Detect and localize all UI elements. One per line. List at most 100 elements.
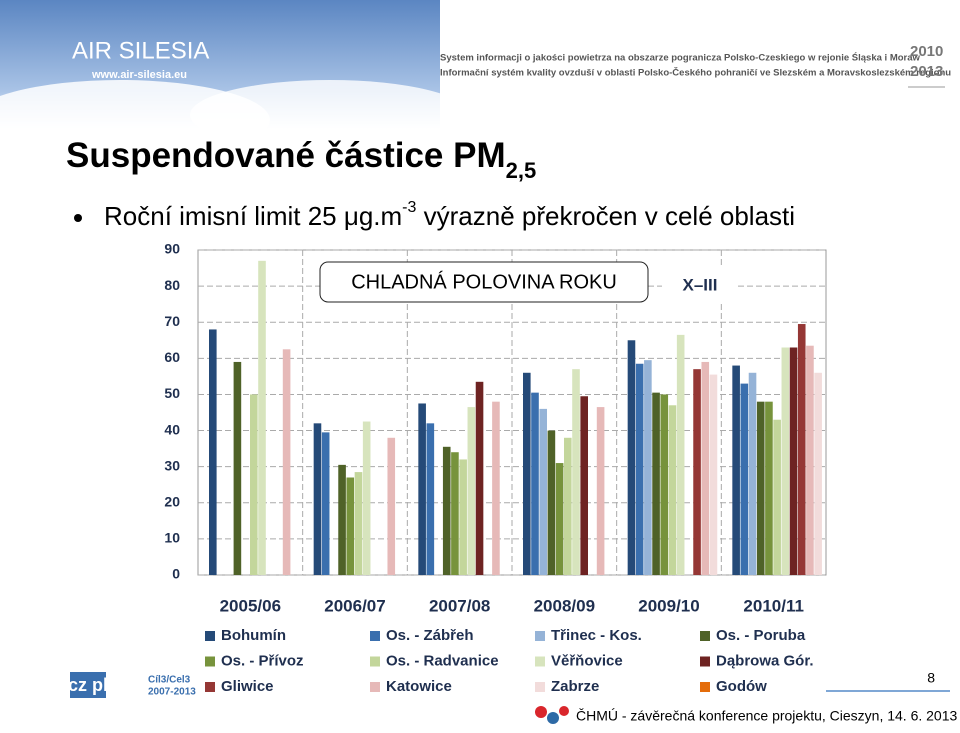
legend-label: Dąbrowa Gór. [716, 652, 814, 669]
program-logo-box [70, 672, 106, 698]
footer-logo [559, 706, 569, 716]
bullet-part: Roční imisní limit 25 μg.m [104, 201, 402, 231]
header-line: System informacji o jakości powietrza na… [440, 52, 921, 64]
legend-swatch [370, 656, 380, 667]
footer-logo [547, 712, 559, 724]
legend-label: Bohumín [221, 627, 286, 644]
legend-swatch [535, 631, 545, 641]
legend-label: Os. - Poruba [716, 627, 806, 644]
legend-label: Gliwice [221, 678, 274, 695]
y-tick-label: 70 [164, 313, 180, 329]
footer: ČHMÚ - závěrečná konference projektu, Ci… [576, 708, 958, 724]
x-tick-label: 2010/11 [743, 596, 804, 615]
y-tick-label: 50 [164, 385, 180, 401]
legend-label: Os. - Zábřeh [386, 627, 474, 644]
bullet-part: výrazně překročen v celé oblasti [416, 201, 795, 231]
bar [282, 349, 291, 575]
bar [572, 369, 580, 575]
bar [475, 381, 484, 575]
slide-title: Suspendované částice PM2,5 [66, 136, 536, 183]
bar [209, 329, 217, 575]
legend-label: Os. - Radvanice [386, 652, 499, 669]
x-tick-label: 2006/07 [324, 596, 385, 615]
bar [426, 423, 435, 575]
year: 2010 [910, 43, 943, 60]
y-tick-label: 10 [164, 530, 180, 546]
bullet-sup: -3 [402, 199, 416, 216]
cloud [0, 80, 270, 160]
bar [442, 446, 451, 575]
bar [250, 394, 258, 575]
bullet-text: Roční imisní limit 25 μg.m-3 výrazně pře… [104, 199, 795, 231]
title-text: Suspendované částice PM [66, 136, 506, 175]
bar [635, 363, 644, 575]
bar [459, 459, 467, 575]
legend-swatch [700, 656, 710, 667]
bar [362, 421, 371, 575]
y-tick-label: 30 [164, 457, 180, 473]
bar [693, 369, 701, 575]
legend-swatch [370, 682, 380, 692]
bar [814, 372, 822, 575]
legend-swatch [205, 656, 215, 667]
bar [539, 408, 547, 575]
bar [709, 374, 718, 575]
legend-label: Zabrze [551, 678, 599, 695]
bar [652, 392, 660, 575]
logo-url: www.air-silesia.eu [91, 69, 187, 81]
legend-label: Věřňovice [551, 652, 623, 669]
bar [547, 430, 556, 575]
legend-swatch [370, 631, 380, 641]
bar [523, 372, 531, 575]
bar [555, 463, 564, 575]
bar [748, 372, 757, 575]
bar [773, 419, 781, 575]
bar [313, 423, 322, 575]
program-years: 2007-2013 [148, 687, 196, 698]
bar [644, 360, 652, 575]
bar [451, 452, 459, 575]
bar [233, 361, 242, 575]
legend-swatch [205, 682, 215, 692]
bar [627, 340, 636, 575]
bar [660, 394, 669, 575]
page-number: 8 [927, 670, 935, 686]
bar [354, 472, 363, 575]
footer-logo [535, 706, 547, 718]
legend-label: Katowice [386, 678, 452, 695]
y-tick-label: 90 [164, 241, 180, 257]
legend-swatch [700, 631, 710, 641]
bar [467, 407, 476, 575]
bar [789, 347, 798, 575]
bar [732, 365, 740, 575]
bar [258, 260, 266, 575]
title-subscript: 2,5 [506, 158, 537, 183]
annotation: CHLADNÁ POLOVINA ROKU [351, 270, 617, 293]
x-tick-label: 2007/08 [429, 596, 490, 615]
y-tick-label: 0 [172, 566, 180, 582]
x-tick-label: 2005/06 [220, 596, 281, 615]
y-tick-label: 40 [164, 421, 180, 437]
x-tick-label: 2008/09 [534, 596, 595, 615]
bar [781, 347, 790, 575]
program-logo: cz pl [68, 675, 108, 695]
program-name: Cíl3/Cel3 [148, 675, 191, 686]
y-tick-label: 20 [164, 493, 180, 509]
bar [765, 401, 773, 575]
bar [596, 407, 605, 575]
legend-swatch [535, 656, 545, 667]
bar [321, 432, 330, 575]
bar [346, 477, 355, 575]
bar [668, 405, 677, 575]
bar [492, 401, 500, 575]
bullet [74, 214, 82, 222]
bar [797, 324, 806, 575]
annotation-box [662, 266, 738, 304]
bar [564, 437, 572, 575]
bar [740, 383, 749, 575]
y-tick-label: 60 [164, 349, 180, 365]
legend-swatch [700, 682, 710, 692]
bar [418, 403, 426, 575]
cloud [190, 80, 470, 150]
